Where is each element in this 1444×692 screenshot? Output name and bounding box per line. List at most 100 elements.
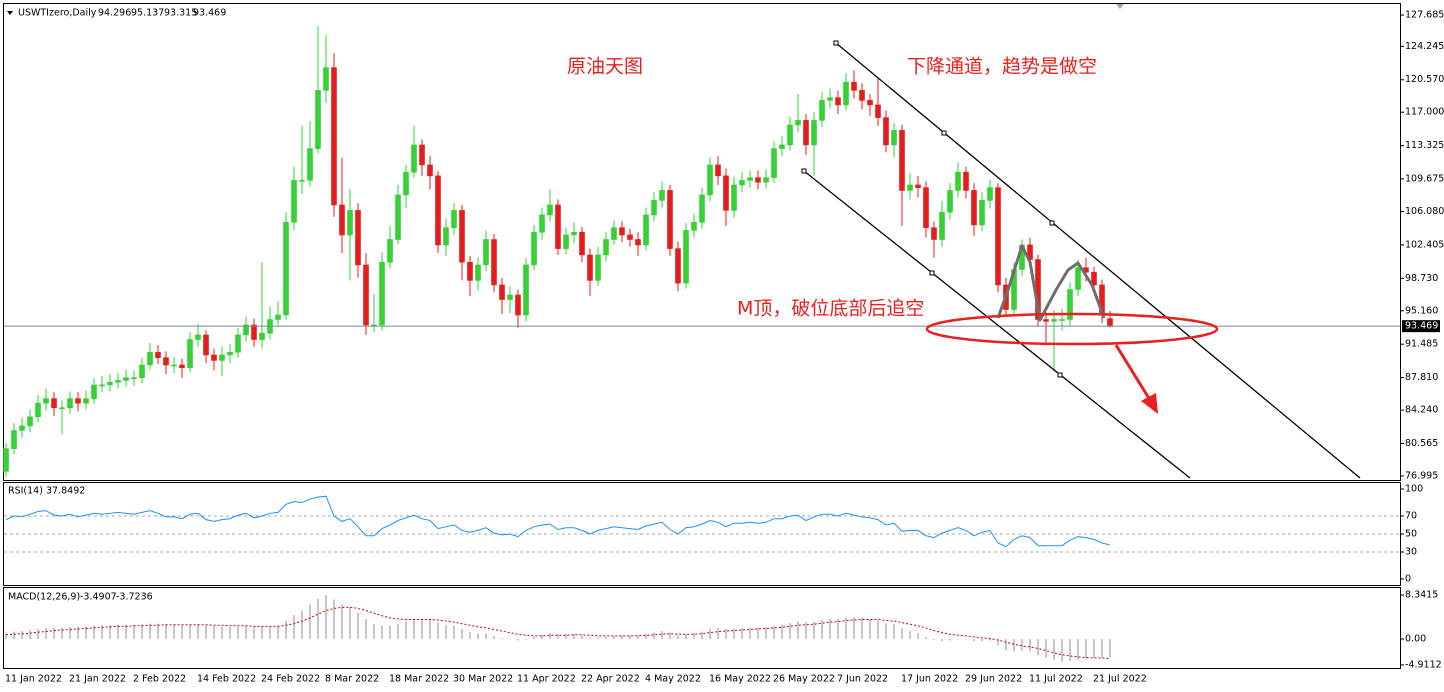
macd-bar (349, 607, 351, 639)
current-price-box (1402, 320, 1440, 333)
macd-bar (989, 638, 991, 641)
candle-body (203, 334, 209, 356)
macd-bar (45, 627, 47, 639)
macd-bar (429, 618, 431, 639)
macd-bar (957, 638, 959, 640)
macd-bar (973, 638, 975, 642)
y-tick-label: 70 (1405, 511, 1417, 522)
macd-bar (509, 638, 511, 640)
macd-bar (845, 617, 847, 639)
candle-body (147, 351, 153, 366)
macd-bar (101, 625, 103, 639)
candle-body (459, 210, 465, 263)
macd-bar (389, 625, 391, 639)
macd-bar (157, 623, 159, 639)
x-tick-label: 21 Jan 2022 (69, 674, 126, 685)
macd-bar (85, 626, 87, 639)
y-tick-label: 106.080 (1405, 206, 1444, 217)
candle-body (283, 221, 289, 316)
candle-body (211, 354, 217, 361)
candle-body (731, 184, 737, 211)
candle-body (619, 227, 625, 236)
candle-body (59, 407, 65, 410)
candle-body (707, 164, 713, 196)
macd-bar (797, 621, 799, 639)
candle-body (1043, 319, 1049, 322)
candle-body (27, 416, 33, 427)
ohlc-high: 95.137 (131, 8, 164, 19)
macd-bar (325, 595, 327, 639)
y-tick-label: 127.685 (1405, 10, 1444, 21)
y-tick-label: 76.995 (1405, 470, 1438, 481)
candle-body (571, 231, 577, 236)
candle-body (75, 398, 81, 404)
candle-body (1075, 267, 1081, 290)
macd-bar (1005, 638, 1007, 651)
x-tick-label: 22 Apr 2022 (581, 674, 640, 685)
candle-body (435, 175, 441, 246)
macd-bar (613, 635, 615, 639)
macd-bar (749, 627, 751, 639)
macd-bar (717, 627, 719, 639)
y-tick-label: 100 (1405, 484, 1423, 495)
macd-bar (533, 636, 535, 639)
macd-bar (77, 626, 79, 639)
candle-body (579, 231, 585, 256)
annotation: M顶，破位底部后追空 (737, 298, 924, 320)
candle-body (555, 204, 561, 249)
macd-bar (213, 626, 215, 639)
ohlc-open: 94.296 (98, 8, 131, 19)
macd-bar (477, 633, 479, 639)
candle-body (3, 448, 9, 472)
y-tick-label: 80.565 (1405, 438, 1438, 449)
macd-signal-current: -3.7236 (116, 592, 153, 603)
macd-bar (317, 598, 319, 639)
candle-body (867, 100, 873, 106)
macd-bar (941, 638, 943, 642)
rsi-title: RSI(14) (8, 486, 43, 497)
candle-body (259, 332, 265, 340)
candle-body (987, 187, 993, 201)
candle-body (219, 354, 225, 361)
macd-bar (829, 618, 831, 639)
handle (1049, 220, 1055, 226)
candle-body (771, 148, 777, 178)
x-tick-label: 24 Feb 2022 (261, 674, 320, 685)
current-price-label: 93.469 (1405, 321, 1438, 332)
candle-body (307, 148, 313, 181)
x-tick-label: 16 May 2022 (709, 674, 771, 685)
macd-bar (365, 618, 367, 639)
macd-bar (469, 632, 471, 639)
candle-body (563, 234, 569, 249)
candle-body (755, 177, 761, 183)
y-tick-label: 87.810 (1405, 372, 1438, 383)
macd-bar (893, 624, 895, 639)
candle-body (659, 190, 665, 201)
price-pane (3, 3, 1401, 481)
candle-body (523, 264, 529, 316)
x-tick-label: 18 Mar 2022 (389, 674, 449, 685)
macd-bar (581, 635, 583, 639)
macd-bar (357, 612, 359, 639)
candle-body (443, 227, 449, 246)
macd-bar (677, 635, 679, 639)
candle-body (811, 120, 817, 146)
candle-body (195, 334, 201, 340)
candle-body (827, 97, 833, 101)
macd-bar (645, 634, 647, 639)
macd-bar (605, 636, 607, 639)
macd-bar (117, 624, 119, 639)
candle-body (427, 164, 433, 177)
macd-bar (765, 627, 767, 639)
macd-bar (629, 635, 631, 639)
shift-marker (1116, 4, 1124, 9)
macd-bar (861, 617, 863, 639)
candle-body (467, 261, 473, 281)
macd-bar (965, 638, 967, 640)
candle-body (923, 187, 929, 228)
candle-body (51, 398, 57, 409)
macd-bar (21, 631, 23, 639)
macd-bar (1013, 638, 1015, 652)
candle-body (387, 239, 393, 263)
